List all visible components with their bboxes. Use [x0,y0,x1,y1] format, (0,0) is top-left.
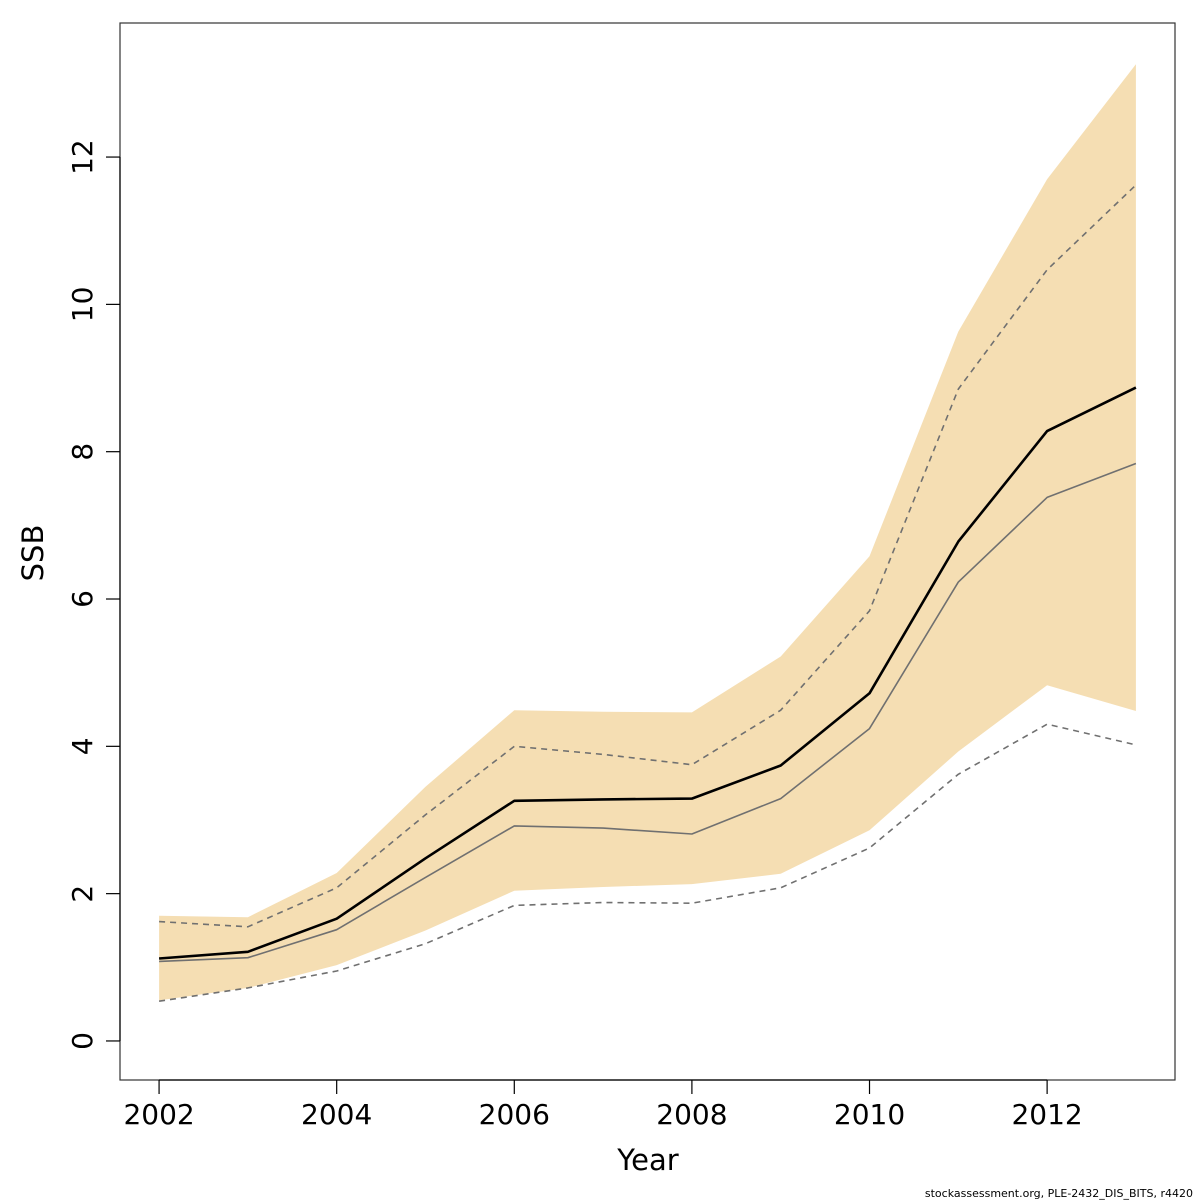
y-tick-label: 8 [66,443,99,461]
y-tick-label: 10 [66,287,99,323]
confidence-band-area [159,64,1136,1001]
x-tick-label: 2002 [123,1098,194,1131]
x-axis: 2002 2004 2006 2008 2010 2012 [123,1079,1083,1131]
x-tick-label: 2010 [834,1098,905,1131]
y-axis-title: SSB [16,525,50,582]
x-axis-title: Year [616,1143,678,1177]
y-tick-label: 12 [66,139,99,175]
y-tick-label: 4 [66,737,99,755]
x-tick-label: 2004 [301,1098,372,1131]
series-line-4 [158,723,1137,1002]
x-tick-label: 2012 [1011,1098,1082,1131]
x-tick-label: 2006 [479,1098,550,1131]
series-line-3 [159,184,1137,928]
series-line-1 [159,386,1137,960]
y-axis: 0 2 4 6 8 10 12 [66,139,121,1050]
footer-source-text: stockassessment.org, PLE-2432_DIS_BITS, … [925,1187,1193,1200]
series-lines-layer [158,184,1137,1002]
series-line-2 [159,462,1137,963]
x-tick-label: 2008 [656,1098,727,1131]
y-tick-label: 2 [66,885,99,903]
confidence-band-layer [159,64,1136,1001]
y-tick-label: 6 [66,590,99,608]
y-tick-label: 0 [66,1032,99,1050]
